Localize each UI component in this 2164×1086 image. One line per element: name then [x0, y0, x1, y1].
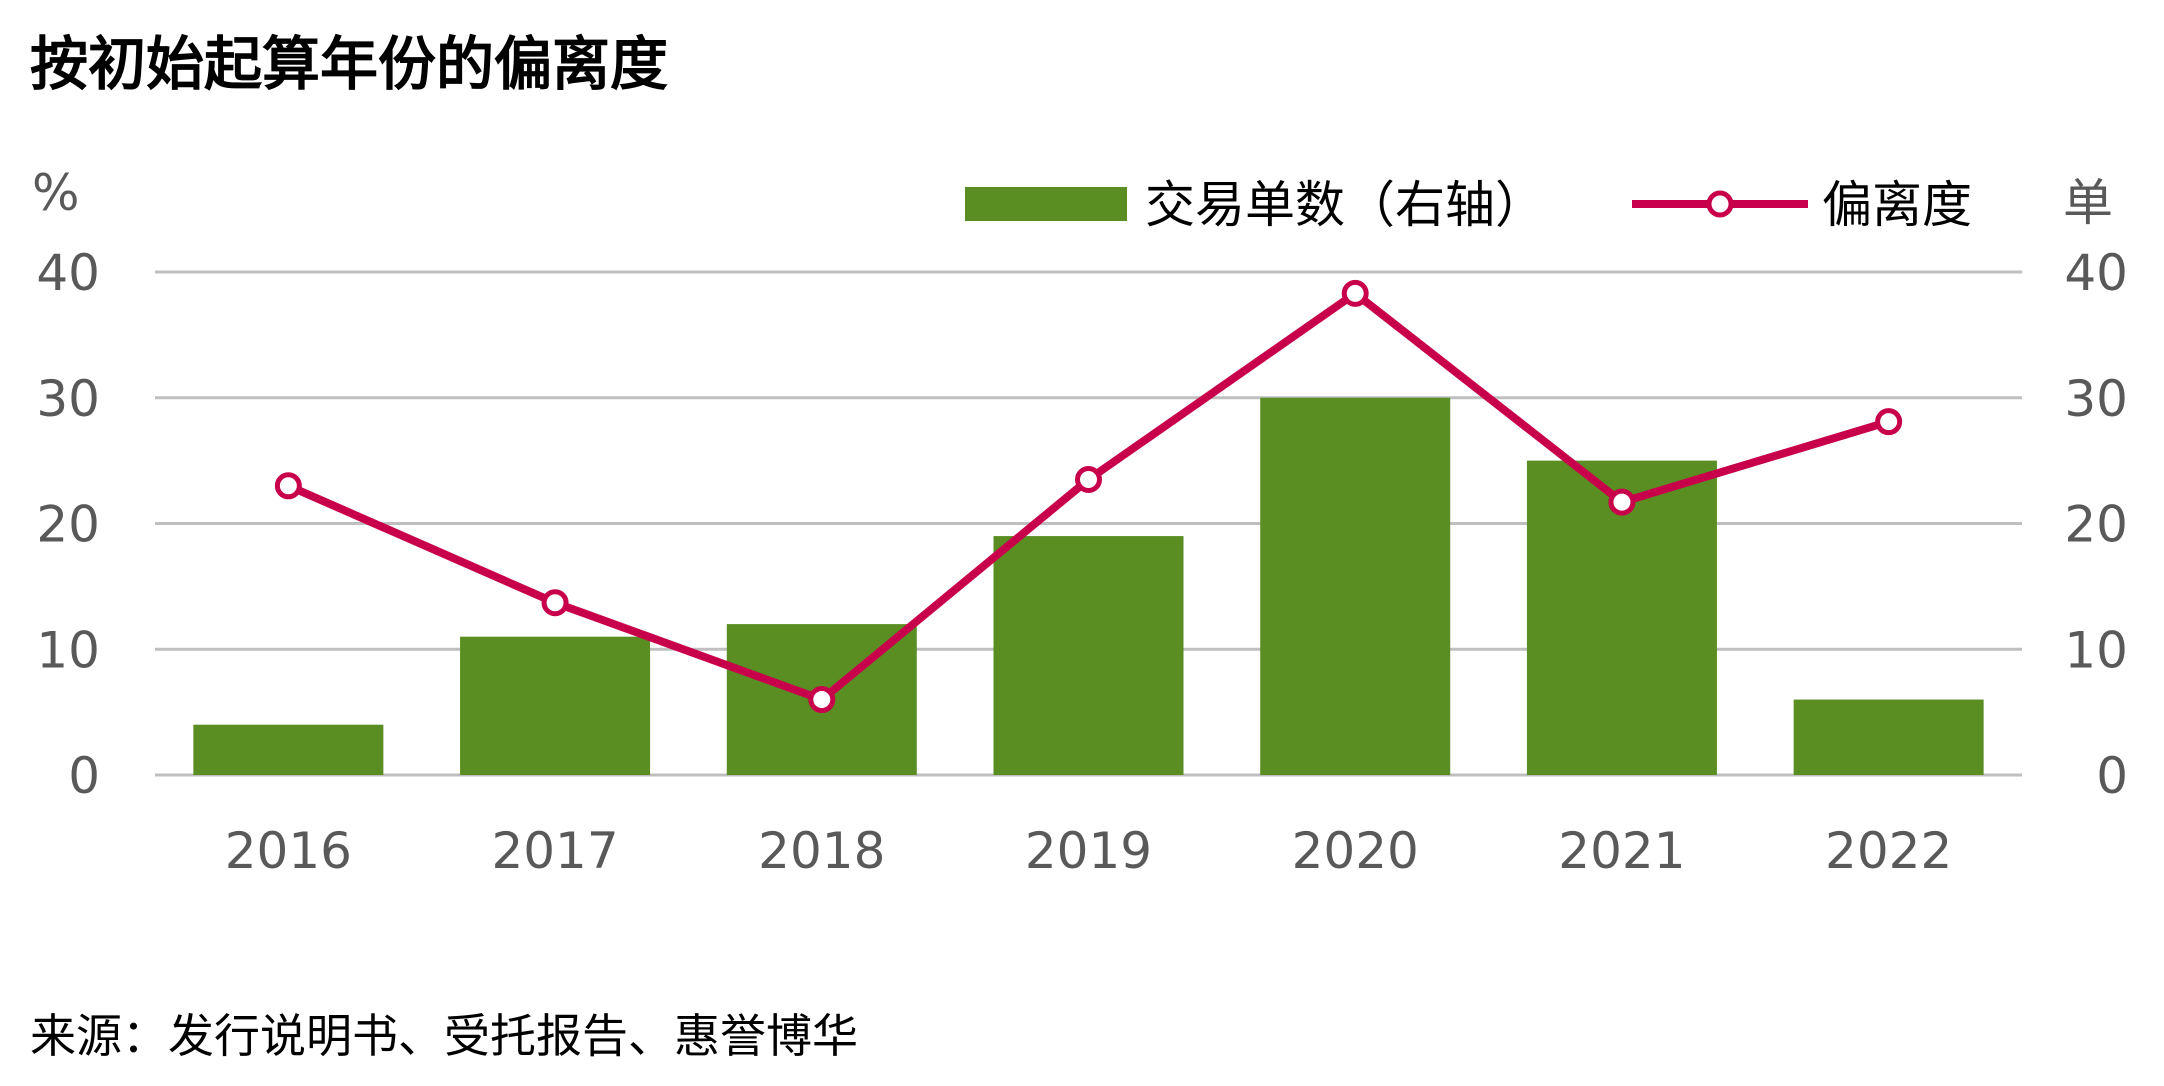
x-tick-label: 2022 [1825, 822, 1952, 880]
y-left-tick-label: 40 [36, 244, 100, 302]
line-series [274, 279, 1903, 714]
left-axis-ticks: 0 10 20 30 40 [36, 244, 100, 805]
y-left-tick-label: 0 [68, 747, 100, 805]
line-point [1608, 488, 1636, 516]
y-left-tick-label: 30 [36, 370, 100, 428]
legend-swatch-marker [1706, 190, 1734, 218]
x-tick-label: 2016 [225, 822, 352, 880]
x-tick-label: 2018 [758, 822, 885, 880]
y-right-tick-label: 0 [2096, 747, 2128, 805]
bar-series [193, 397, 1984, 775]
x-tick-label: 2020 [1292, 822, 1419, 880]
legend-label-line: 偏离度 [1822, 176, 1972, 234]
chart-title: 按初始起算年份的偏离度 [30, 30, 668, 98]
y-left-tick-label: 10 [36, 621, 100, 679]
bar [1260, 397, 1451, 775]
y-right-tick-label: 10 [2064, 621, 2128, 679]
y-right-tick-label: 30 [2064, 370, 2128, 428]
x-tick-label: 2017 [491, 822, 618, 880]
right-axis-unit: 单 [2063, 174, 2113, 232]
bar [1793, 699, 1984, 775]
line-point [1341, 279, 1369, 307]
y-right-tick-label: 20 [2064, 496, 2128, 554]
right-axis-ticks: 0 10 20 30 40 [2064, 244, 2128, 805]
x-tick-label: 2021 [1558, 822, 1685, 880]
y-right-tick-label: 40 [2064, 244, 2128, 302]
bar [460, 636, 651, 775]
legend-label-bar: 交易单数（右轴） [1145, 176, 1545, 234]
bar [193, 724, 384, 775]
left-axis-unit: % [32, 164, 80, 222]
x-tick-label: 2019 [1025, 822, 1152, 880]
legend: 交易单数（右轴） 偏离度 [965, 176, 1972, 234]
x-axis-ticks: 2016 2017 2018 2019 2020 2021 2022 [225, 822, 1953, 880]
source-note: 来源：发行说明书、受托报告、惠誉博华 [30, 1009, 858, 1063]
y-left-tick-label: 20 [36, 496, 100, 554]
bar [993, 536, 1184, 775]
line-point [1875, 408, 1903, 436]
line-point [274, 472, 302, 500]
legend-swatch-bar [965, 187, 1127, 221]
line-point [541, 589, 569, 617]
line-point [1075, 465, 1102, 493]
line-point [808, 686, 836, 714]
